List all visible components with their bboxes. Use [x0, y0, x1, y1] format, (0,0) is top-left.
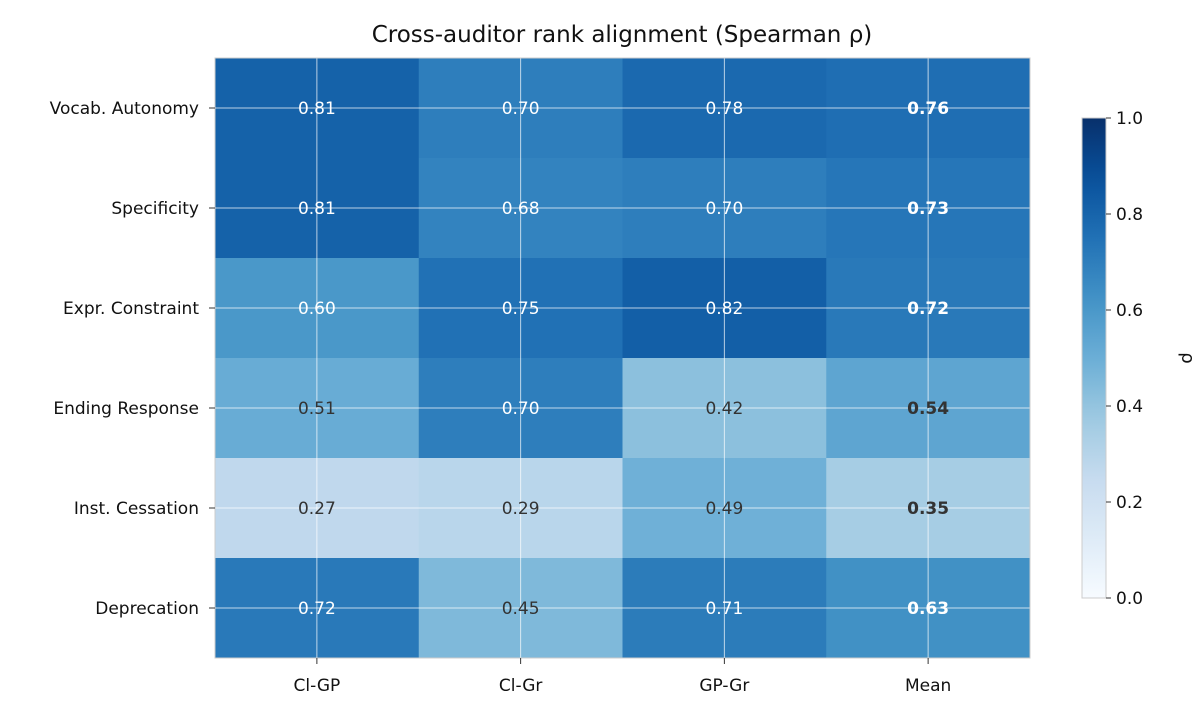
row-label: Vocab. Autonomy [50, 99, 199, 119]
colorbar-bar [1081, 117, 1107, 599]
colorbar-tick-label: 0.0 [1116, 589, 1143, 609]
row-label: Inst. Cessation [74, 499, 199, 519]
column-label: Cl-Gr [499, 676, 543, 696]
cell-values: 0.81 0.70 0.78 0.76 0.81 0.68 0.70 0.73 0.60 0.75… [298, 99, 949, 619]
mean-value-label: 0.54 [907, 399, 949, 419]
cell-value-label: 0.72 [298, 599, 336, 619]
cell-value-label: 0.78 [705, 99, 743, 119]
column-label: Cl-GP [293, 676, 340, 696]
mean-value-label: 0.76 [907, 99, 949, 119]
colorbar-label: ρ [1177, 352, 1198, 363]
row-label: Ending Response [53, 399, 199, 419]
cell-value-label: 0.70 [502, 399, 540, 419]
cell-value-label: 0.68 [502, 199, 540, 219]
cell-value-label: 0.70 [502, 99, 540, 119]
colorbar-tick-label: 0.4 [1116, 397, 1143, 417]
mean-value-label: 0.35 [907, 499, 949, 519]
heatmap-cells [215, 58, 1031, 659]
cell-value-label: 0.29 [502, 499, 540, 519]
row-label: Deprecation [95, 599, 199, 619]
row-label: Specificity [111, 199, 199, 219]
grid-lines [215, 58, 1030, 658]
cell-value-label: 0.71 [705, 599, 743, 619]
colorbar-tick-label: 0.8 [1116, 205, 1143, 225]
column-label: GP-Gr [699, 676, 749, 696]
cell-value-label: 0.75 [502, 299, 540, 319]
chart-title: Cross-auditor rank alignment (Spearman ρ… [372, 22, 873, 48]
colorbar-tick-label: 0.6 [1116, 301, 1143, 321]
colorbar: 0.0 0.2 0.4 0.6 0.8 1.0 ρ [1081, 109, 1198, 609]
colorbar-tick-label: 0.2 [1116, 493, 1143, 513]
column-labels: Cl-GP Cl-Gr GP-Gr Mean [293, 658, 951, 696]
cell-value-label: 0.60 [298, 299, 336, 319]
mean-value-label: 0.73 [907, 199, 949, 219]
row-label: Expr. Constraint [63, 299, 199, 319]
cell-value-label: 0.51 [298, 399, 336, 419]
cell-value-label: 0.81 [298, 199, 336, 219]
cell-value-label: 0.27 [298, 499, 336, 519]
column-label: Mean [905, 676, 951, 696]
colorbar-tick-label: 1.0 [1116, 109, 1143, 129]
mean-value-label: 0.72 [907, 299, 949, 319]
cell-value-label: 0.42 [705, 399, 743, 419]
plot-frame [214, 57, 1031, 659]
cell-value-label: 0.82 [705, 299, 743, 319]
cell-value-label: 0.70 [705, 199, 743, 219]
cell-value-label: 0.45 [502, 599, 540, 619]
row-labels: Vocab. Autonomy Specificity Expr. Constrai… [50, 99, 215, 619]
mean-value-label: 0.63 [907, 599, 949, 619]
cell-value-label: 0.81 [298, 99, 336, 119]
cell-value-label: 0.49 [705, 499, 743, 519]
